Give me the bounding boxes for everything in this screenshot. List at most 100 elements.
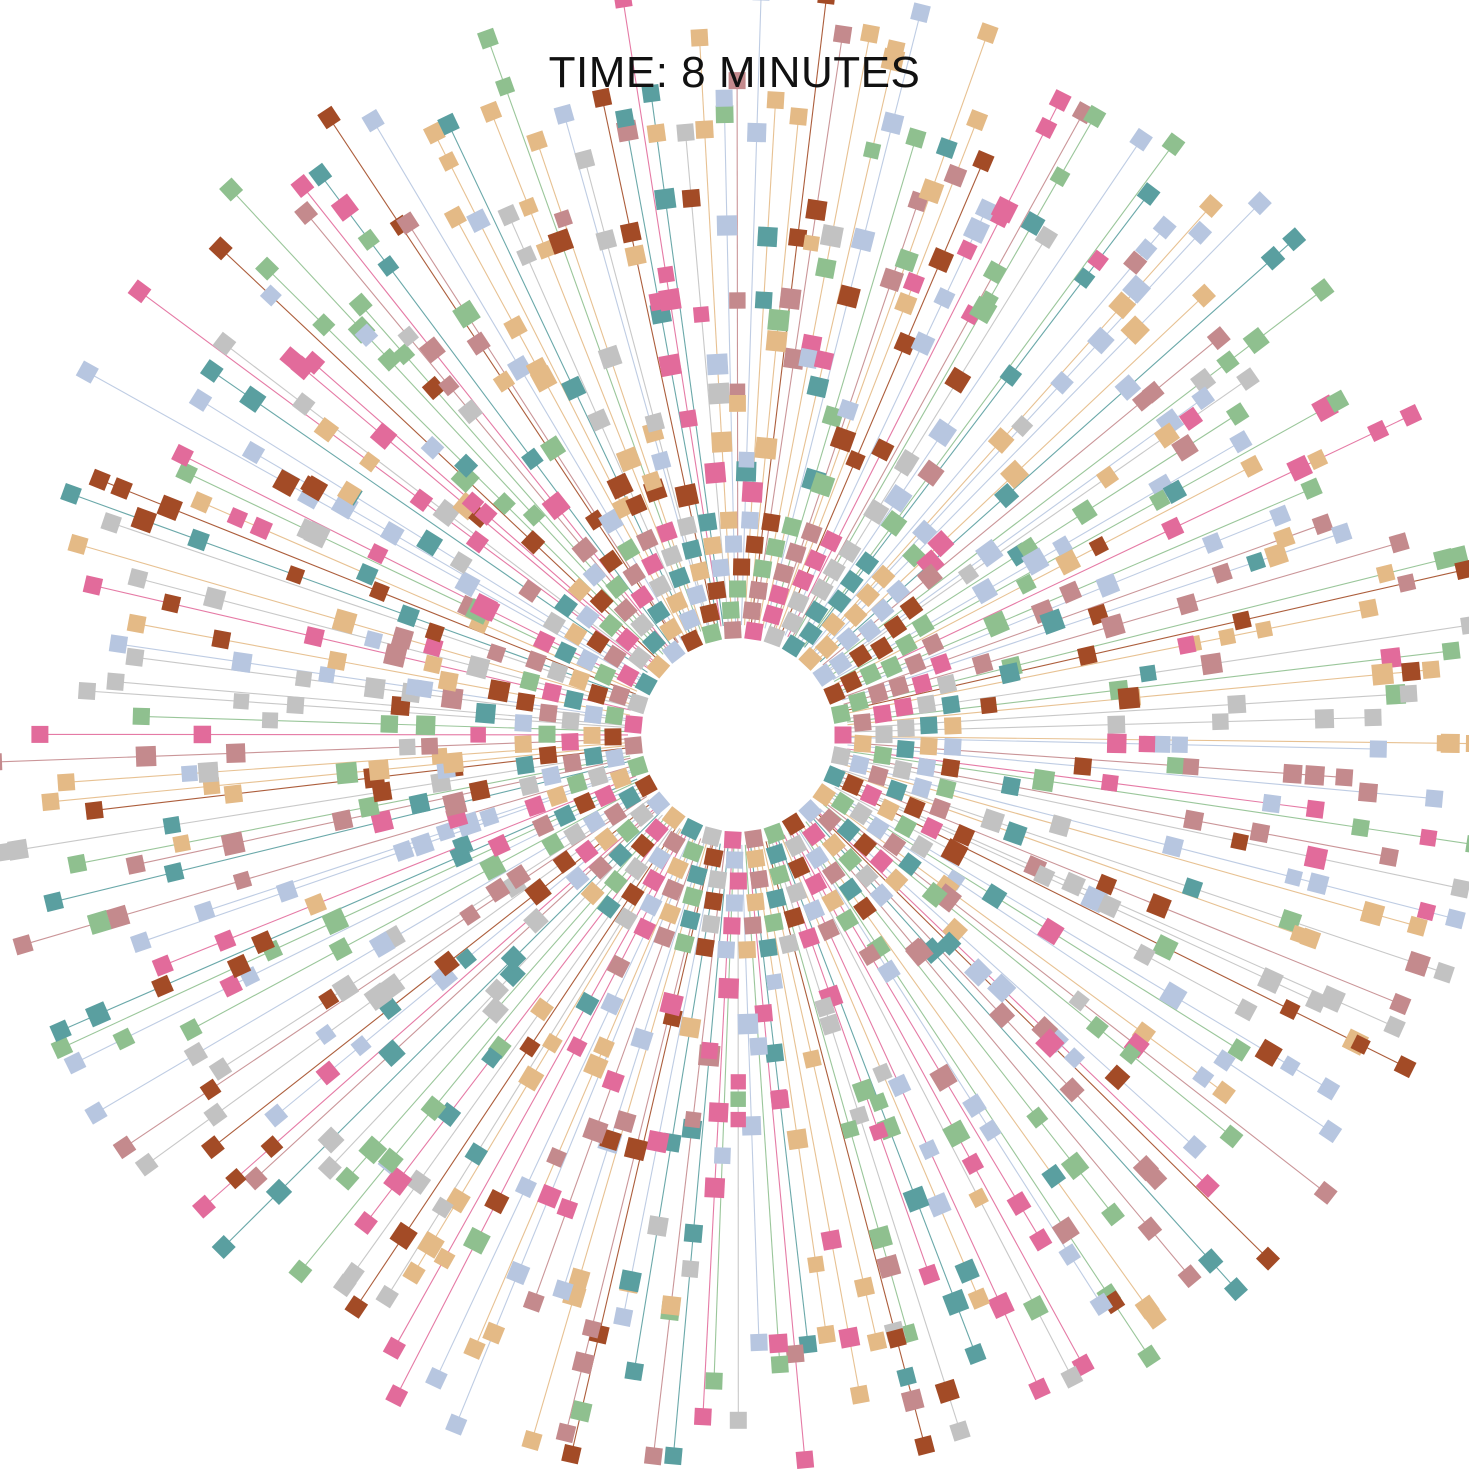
ring-marker: [636, 528, 659, 552]
spoke-marker: [877, 959, 901, 984]
spoke-marker: [747, 122, 767, 143]
spoke-line: [92, 584, 631, 711]
ring-marker: [603, 644, 627, 669]
spoke-marker: [390, 626, 415, 650]
spoke-marker: [475, 702, 497, 724]
spoke-marker: [492, 492, 516, 516]
spoke-marker: [84, 1001, 112, 1028]
spoke-marker: [397, 325, 420, 348]
ring-marker: [732, 558, 751, 576]
spoke-marker: [863, 498, 890, 525]
ring-marker: [599, 549, 623, 574]
spoke-marker: [197, 761, 219, 783]
spoke-marker: [220, 831, 246, 857]
spoke-marker: [546, 1146, 567, 1168]
ring-marker: [532, 630, 556, 654]
spoke-line: [833, 400, 1338, 682]
ring-marker: [758, 938, 778, 958]
ring-marker: [872, 704, 893, 724]
ring-marker: [812, 783, 837, 807]
ring-marker: [582, 810, 606, 834]
spoke-end-marker: [108, 634, 129, 654]
spoke-marker: [917, 459, 945, 487]
spoke-marker: [681, 1259, 700, 1278]
spoke-end-marker: [129, 931, 152, 954]
spoke-end-marker: [1406, 915, 1428, 937]
spoke-marker: [921, 881, 948, 908]
spoke-end-marker: [290, 174, 315, 198]
spoke-marker: [975, 538, 1004, 568]
spoke-end-marker: [966, 109, 989, 132]
spoke-marker: [805, 198, 828, 222]
spoke-end-marker: [151, 954, 174, 977]
spoke-marker: [754, 436, 778, 460]
spoke-marker: [318, 666, 336, 684]
ring-marker: [615, 627, 640, 652]
spoke-marker: [1000, 459, 1030, 489]
spoke-marker: [593, 1036, 615, 1058]
ring-marker: [538, 725, 556, 743]
spoke-end-marker: [288, 1259, 313, 1284]
spoke-marker: [1249, 822, 1271, 844]
ring-marker: [763, 912, 784, 933]
spoke-end-marker: [866, 1331, 888, 1352]
spoke-end-marker: [1369, 740, 1387, 758]
spoke-marker: [1351, 818, 1370, 838]
spoke-marker: [1060, 1151, 1090, 1181]
spoke-end-marker: [729, 1411, 747, 1429]
ring-marker: [725, 894, 744, 912]
spoke-marker: [1077, 645, 1098, 666]
spoke-marker: [815, 257, 837, 279]
ring-marker: [836, 818, 861, 843]
spoke-end-marker: [1083, 104, 1107, 129]
ring-marker: [659, 902, 682, 925]
spoke-marker: [942, 1288, 970, 1316]
spoke-end-marker: [860, 23, 880, 44]
ring-marker: [892, 759, 913, 781]
spoke-marker: [312, 313, 336, 337]
spoke-marker: [730, 1091, 746, 1107]
spoke-marker: [968, 295, 998, 325]
spoke-end-marker: [1223, 1277, 1249, 1302]
ring-marker: [614, 907, 638, 931]
spoke-marker: [786, 1128, 809, 1151]
spoke-end-marker: [1227, 1038, 1251, 1062]
spoke-marker: [397, 604, 420, 628]
spoke-line: [190, 786, 642, 1031]
spoke-end-marker: [526, 130, 548, 152]
spoke-marker: [1095, 465, 1120, 489]
spoke-end-marker: [1318, 1119, 1343, 1144]
ring-marker: [848, 691, 869, 713]
ring-marker: [738, 940, 757, 959]
spoke-marker: [487, 679, 511, 703]
spoke-marker: [433, 1247, 456, 1270]
spoke-end-marker: [766, 91, 785, 110]
spoke-marker: [226, 507, 249, 529]
spoke-end-marker: [41, 792, 60, 812]
ring-marker: [641, 630, 667, 655]
spoke-end-marker: [425, 1366, 448, 1390]
spoke-line: [830, 793, 1240, 1051]
spoke-end-marker: [1441, 641, 1461, 661]
spoke-marker: [1178, 406, 1204, 431]
spoke-end-marker: [31, 725, 49, 743]
spoke-marker: [1054, 549, 1082, 576]
ring-marker: [781, 611, 804, 634]
spoke-marker: [161, 593, 182, 614]
spoke-marker: [259, 284, 282, 307]
spoke-marker: [1161, 516, 1185, 541]
spoke-marker: [1216, 350, 1240, 374]
spoke-end-marker: [212, 331, 237, 356]
ring-marker: [798, 799, 823, 824]
ring-marker: [541, 682, 562, 703]
ring-marker: [538, 745, 558, 765]
ring-marker: [919, 737, 938, 756]
spoke-marker: [785, 1344, 805, 1364]
spoke-end-marker: [1152, 215, 1177, 240]
spoke-marker: [304, 893, 328, 916]
spoke-marker: [330, 193, 360, 222]
spoke-marker: [798, 347, 820, 370]
ring-marker: [849, 801, 873, 826]
spoke-marker: [943, 163, 968, 188]
spoke-end-marker: [1191, 386, 1216, 411]
